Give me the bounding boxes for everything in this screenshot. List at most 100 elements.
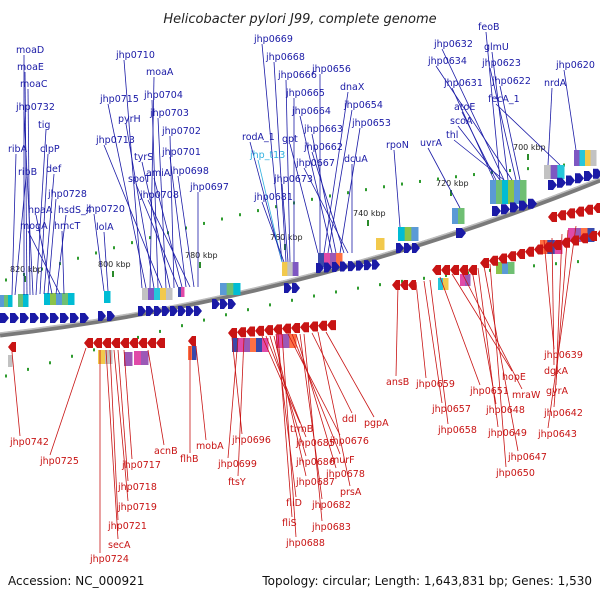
top-connector-line [485,31,501,181]
bottom-connector-line [461,272,523,390]
top-connector-line [299,115,333,254]
forward-gene-arrow [324,262,332,273]
reverse-gene-arrow [432,265,441,275]
top-gene-label: jhp0702 [161,126,201,137]
feature-block [550,165,558,179]
tick-dot [383,185,385,189]
feature-block [282,334,290,348]
bottom-connector-line [547,225,577,429]
feature-block [256,338,263,352]
top-gene-label: dnaX [340,82,365,93]
forward-gene-arrow [0,313,9,323]
feature-block [98,350,106,364]
reverse-gene-arrow [129,338,138,348]
top-gene-label: hmcT [54,221,80,232]
forward-gene-arrow [548,180,557,190]
bottom-gene-label: flhB [180,454,199,465]
forward-gene-arrow [20,313,29,323]
forward-gene-arrow [194,306,202,316]
tick-dot [527,167,529,171]
feature-block [262,338,269,352]
bottom-gene-label: gyrA [546,386,569,397]
feature-block [502,262,509,274]
feature-block [376,238,385,250]
feature-block [166,288,173,300]
top-gene-label: amiA [146,168,171,179]
reverse-gene-arrow [597,230,600,238]
gene-labels: moaD moaE moaC jhp0732 tig ribA clpP ribB def jhp… [8,22,595,565]
tick-dot [379,283,381,287]
feature-block [160,288,167,300]
top-gene-label: uvrA [420,138,443,149]
bottom-gene-label: mobA [196,441,224,452]
forward-gene-arrow [575,173,584,184]
tick-dot [489,268,491,272]
bottom-gene-label: hopE [502,372,526,383]
forward-gene-arrow [340,261,348,272]
bottom-gene-label: jhp0643 [537,429,577,440]
top-gene-label: ribA [8,144,28,155]
bottom-gene-label: jhp0686 [295,457,335,468]
top-gene-label: jhp0697 [189,182,229,193]
top-connector-line [47,198,57,295]
bottom-gene-label: jhp0678 [325,469,365,480]
feature-block [502,180,509,204]
top-gene-label: mogA [20,221,48,232]
reverse-gene-arrow [593,203,600,213]
bottom-connector-line [109,349,119,521]
feature-block [4,295,9,307]
tick-dot [357,286,359,290]
top-connector-line [147,199,191,288]
bottom-gene-label: jhp0659 [415,379,455,390]
bottom-connector-line [303,333,323,522]
tick-dot [239,213,241,217]
bottom-gene-label: ftsY [228,477,246,488]
top-gene-label: jhp0665 [285,88,325,99]
top-gene-label: jhp0666 [277,70,317,81]
top-connector-line [151,99,159,289]
feature-block [292,262,299,276]
tick-dot [275,205,277,209]
bottom-gene-label: jhp0647 [507,452,547,463]
tick-dot [347,191,349,195]
forward-gene-arrow [593,168,600,179]
bottom-connector-line [317,331,351,487]
top-gene-label: jhp0667 [295,158,335,169]
bottom-connector-line [117,349,129,482]
top-gene-label: jhp0664 [291,106,331,117]
top-gene-label: lolA [96,222,114,233]
feature-block [181,287,185,297]
feature-block [574,228,582,242]
top-gene-label: jhp0703 [149,108,189,119]
feature-block [232,338,239,352]
top-connector-line [327,109,353,254]
bottom-connector-line [275,333,297,498]
feature-block [318,253,325,267]
bottom-gene-label: secA [108,540,131,551]
bottom-connector-line [277,333,293,518]
top-gene-label: clpP [40,144,60,155]
bottom-gene-label: mraW [512,390,541,401]
bottom-gene-label: jhp0699 [217,459,257,470]
reverse-gene-arrow [408,280,416,290]
feature-block [438,278,444,290]
tick-dot [149,236,151,240]
top-gene-label: jhp0634 [427,56,467,67]
feature-block [50,293,57,305]
feature-block [508,180,515,204]
tick-dot [27,367,29,371]
tick-dot [473,173,475,177]
tick-dot [555,262,557,266]
reverse-gene-arrow [489,255,498,266]
top-connector-line [261,43,283,263]
reverse-gene-arrow [300,322,309,333]
feature-block [192,346,197,360]
tick-dot [137,335,139,339]
forward-gene-arrow [456,228,466,238]
reverse-gene-arrow [282,323,291,334]
feature-block [220,283,228,295]
tick-dot [159,329,161,333]
feature-block [336,253,343,267]
feature-block [226,283,234,295]
reverse-gene-arrow [588,231,597,241]
